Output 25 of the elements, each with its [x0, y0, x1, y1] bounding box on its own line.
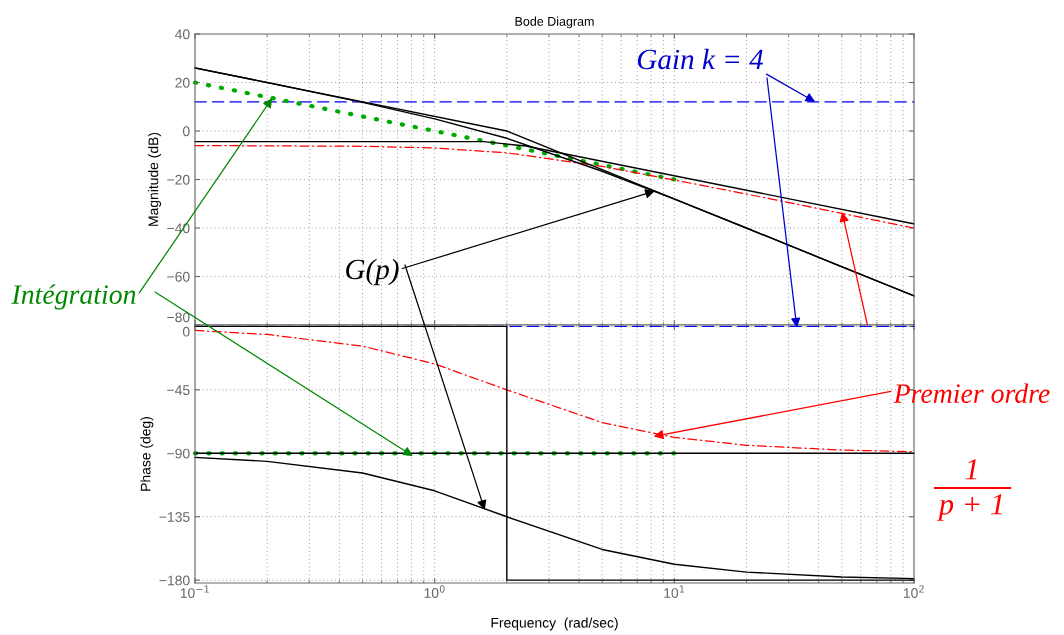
y-axis-title: Magnitude (dB) [148, 132, 162, 226]
x-tick-label: 10$^{0}$ [424, 585, 445, 598]
y-tick-label: −90 [167, 448, 190, 459]
annotation: G(p) [346, 258, 399, 286]
y-tick-label: 0 [182, 126, 190, 137]
annotation: Intégration [11, 284, 136, 310]
y-tick-label: −60 [167, 271, 190, 282]
annotation: Premier ordre [893, 383, 1050, 403]
y-tick-label: 0 [182, 326, 190, 337]
y-tick-label: −80 [167, 312, 190, 323]
text: p + 1 [936, 494, 1002, 521]
chart-title: Bode Diagram [515, 16, 594, 29]
y-axis-title: Phase (deg) [140, 417, 154, 491]
annotation: Gain k = 4 [637, 48, 764, 70]
y-tick-label: 40 [175, 29, 190, 40]
y-tick-label: −135 [159, 512, 190, 522]
x-tick-label: 10$^{2}$ [903, 585, 924, 598]
text: 1 [965, 459, 977, 480]
y-tick-label: −180 [159, 575, 190, 586]
y-tick-label: −20 [167, 174, 190, 185]
y-tick-label: −45 [167, 385, 190, 396]
x-tick-label: 10$^{−1}$ [180, 585, 209, 598]
x-axis-title: Frequency (rad/sec) [491, 617, 618, 631]
x-tick-label: 10$^{1}$ [664, 585, 685, 598]
y-tick-label: 20 [175, 77, 190, 88]
